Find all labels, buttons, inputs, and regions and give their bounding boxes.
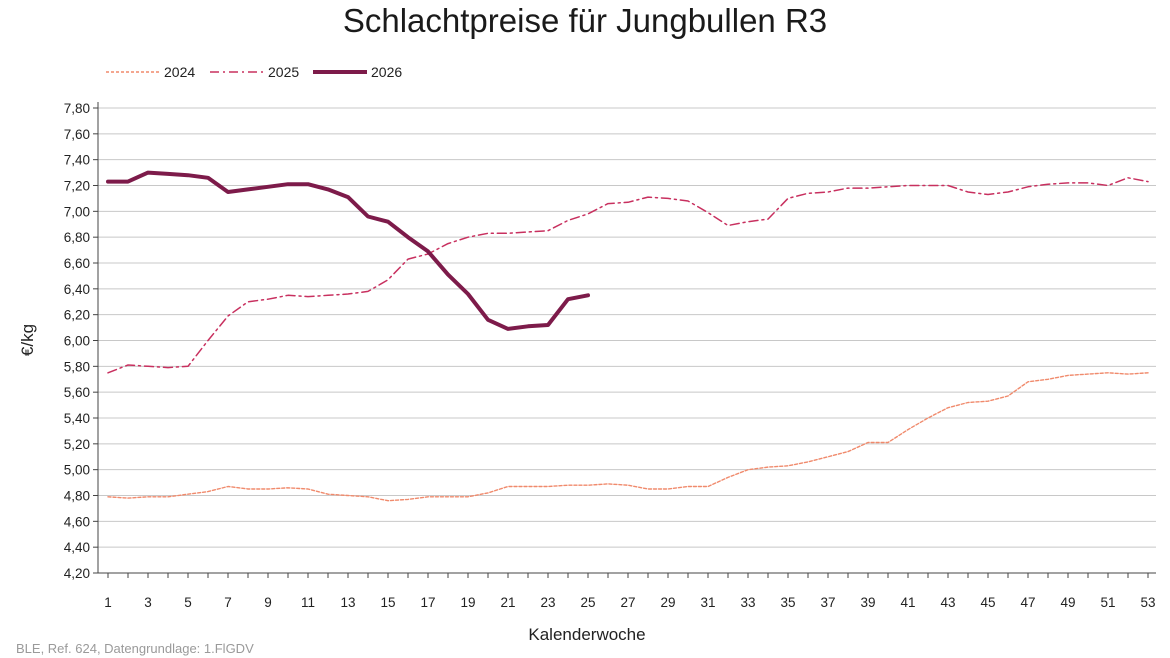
y-tick-label: 6,20: [64, 308, 90, 323]
x-tick-label: 45: [980, 595, 995, 610]
x-tick-label: 49: [1060, 595, 1075, 610]
x-tick-label: 7: [224, 595, 232, 610]
source-note: BLE, Ref. 624, Datengrundlage: 1.FlGDV: [16, 641, 254, 656]
x-tick-label: 13: [340, 595, 355, 610]
y-tick-label: 7,40: [64, 153, 90, 168]
y-tick-label: 6,80: [64, 230, 90, 245]
x-tick-label: 35: [780, 595, 795, 610]
x-tick-label: 17: [420, 595, 435, 610]
y-tick-label: 5,40: [64, 411, 90, 426]
legend-label: 2024: [164, 64, 195, 80]
y-tick-label: 5,20: [64, 437, 90, 452]
gridlines: [98, 107, 1156, 548]
x-tick-label: 37: [820, 595, 835, 610]
series-line-2024: [107, 372, 1149, 502]
y-tick-label: 4,60: [64, 514, 90, 529]
x-tick-label: 39: [860, 595, 875, 610]
y-axis-title: €/kg: [18, 324, 37, 356]
x-tick-label: 43: [940, 595, 955, 610]
y-tick-label: 4,40: [64, 540, 90, 555]
x-tick-label: 47: [1020, 595, 1035, 610]
x-tick-label: 19: [460, 595, 475, 610]
x-tick-label: 15: [380, 595, 395, 610]
x-tick-label: 27: [620, 595, 635, 610]
legend: 2024 2025 2026: [106, 64, 402, 80]
x-tick-label: 25: [580, 595, 595, 610]
x-tick-label: 5: [184, 595, 192, 610]
x-tick-label: 29: [660, 595, 675, 610]
x-tick-label: 53: [1140, 595, 1155, 610]
series-line-2025: [107, 177, 1149, 374]
y-tick-label: 4,80: [64, 489, 90, 504]
y-tick-label: 5,80: [64, 359, 90, 374]
y-tick-label: 7,80: [64, 101, 90, 116]
x-tick-label: 1: [104, 595, 112, 610]
y-tick-label: 5,60: [64, 385, 90, 400]
legend-label: 2025: [268, 64, 299, 80]
series-lines: [106, 170, 1149, 502]
y-tick-label: 7,00: [64, 204, 90, 219]
x-tick-label: 31: [700, 595, 715, 610]
series-line-2026: [106, 170, 590, 331]
x-axis-title: Kalenderwoche: [528, 625, 645, 644]
chart-title: Schlachtpreise für Jungbullen R3: [342, 2, 828, 39]
y-tick-label: 7,60: [64, 127, 90, 142]
y-tick-label: 5,00: [64, 463, 90, 478]
y-tick-label: 6,60: [64, 256, 90, 271]
x-tick-label: 3: [144, 595, 152, 610]
x-tick-label: 21: [500, 595, 515, 610]
x-tick-label: 9: [264, 595, 272, 610]
y-tick-label: 6,00: [64, 334, 90, 349]
x-tick-label: 23: [540, 595, 555, 610]
legend-label: 2026: [371, 64, 402, 80]
y-tick-label: 7,20: [64, 179, 90, 194]
x-tick-label: 51: [1100, 595, 1115, 610]
axes: 4,20 4,40 4,60 4,80 5,00 5,20 5,40 5,60 5,80 6,00…: [64, 101, 1156, 610]
x-tick-label: 41: [900, 595, 915, 610]
x-tick-label: 33: [740, 595, 755, 610]
x-tick-label: 11: [301, 595, 315, 610]
y-tick-label: 6,40: [64, 282, 90, 297]
y-tick-label: 4,20: [64, 566, 90, 581]
